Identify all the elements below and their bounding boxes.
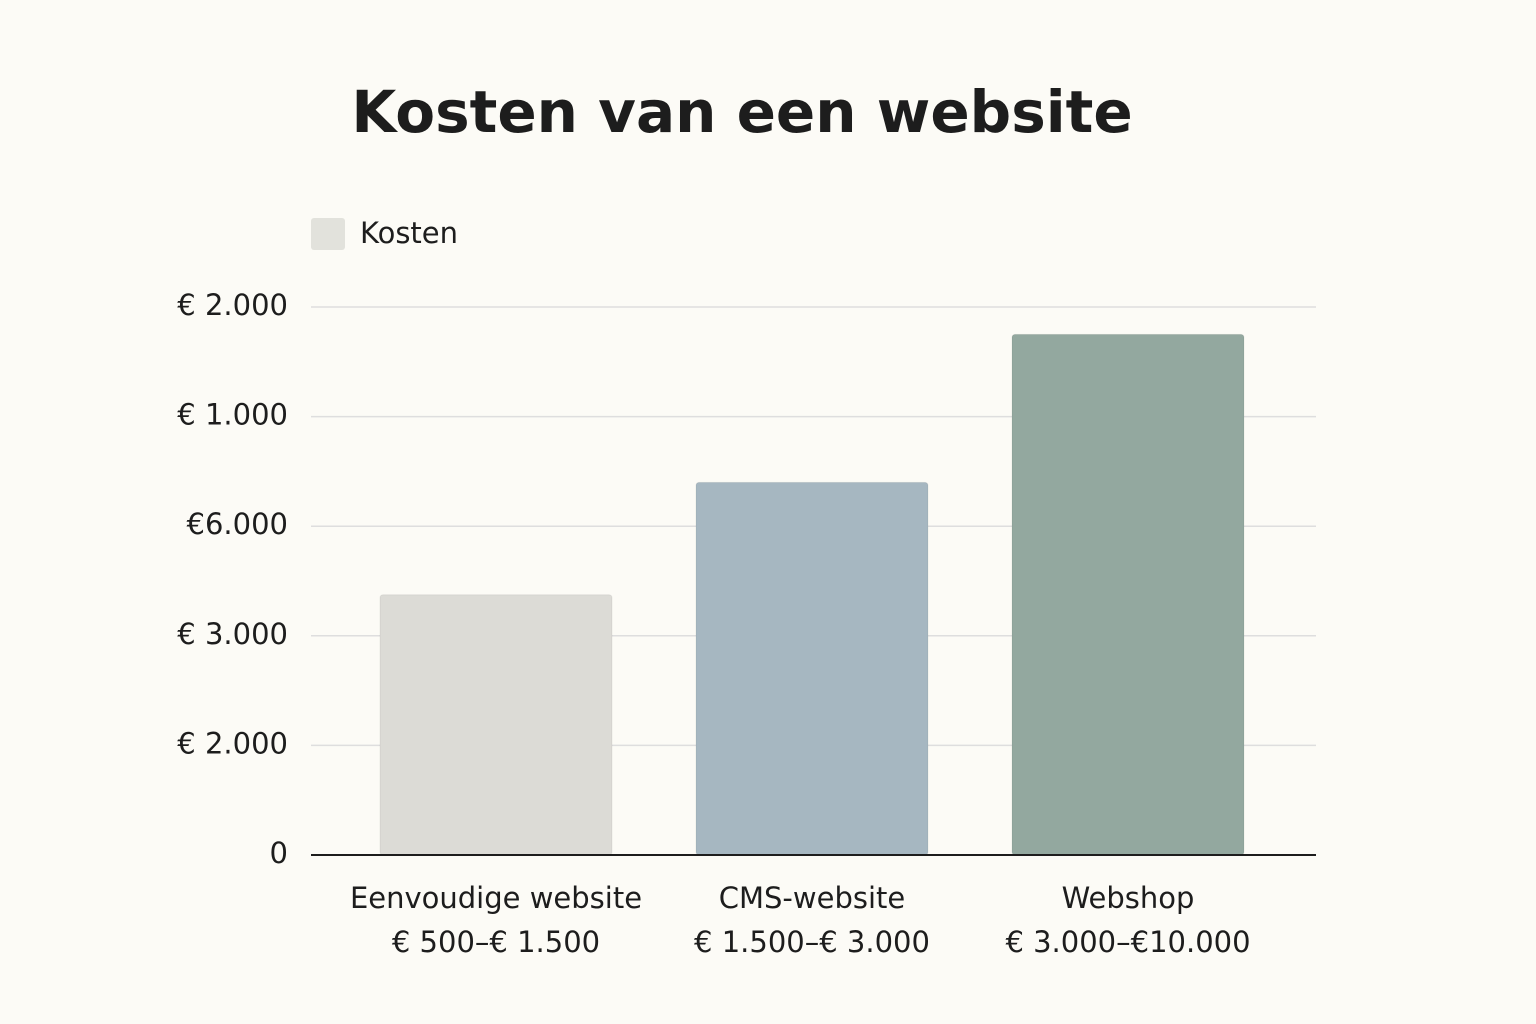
x-tick-sublabel: € 1.500–€ 3.000	[694, 925, 930, 959]
x-tick-sublabel: € 500–€ 1.500	[392, 925, 600, 959]
x-tick-label: Eenvoudige website	[350, 881, 642, 915]
legend-label: Kosten	[360, 216, 458, 250]
y-tick-label: € 2.000	[177, 288, 288, 322]
bar	[695, 481, 929, 856]
bar	[1011, 333, 1245, 856]
y-tick-label: € 1.000	[177, 398, 288, 432]
y-tick-label: € 3.000	[177, 617, 288, 651]
x-tick-label: CMS-website	[719, 881, 906, 915]
y-tick-label: 0	[270, 836, 288, 870]
x-tick-label: Webshop	[1062, 881, 1195, 915]
legend-swatch	[311, 218, 345, 250]
y-tick-label: € 2.000	[177, 726, 288, 760]
y-tick-label: €6.000	[187, 507, 288, 541]
x-tick-sublabel: € 3.000–€10.000	[1005, 925, 1250, 959]
chart-title: Kosten van een website	[351, 78, 1132, 146]
bar	[379, 594, 613, 856]
